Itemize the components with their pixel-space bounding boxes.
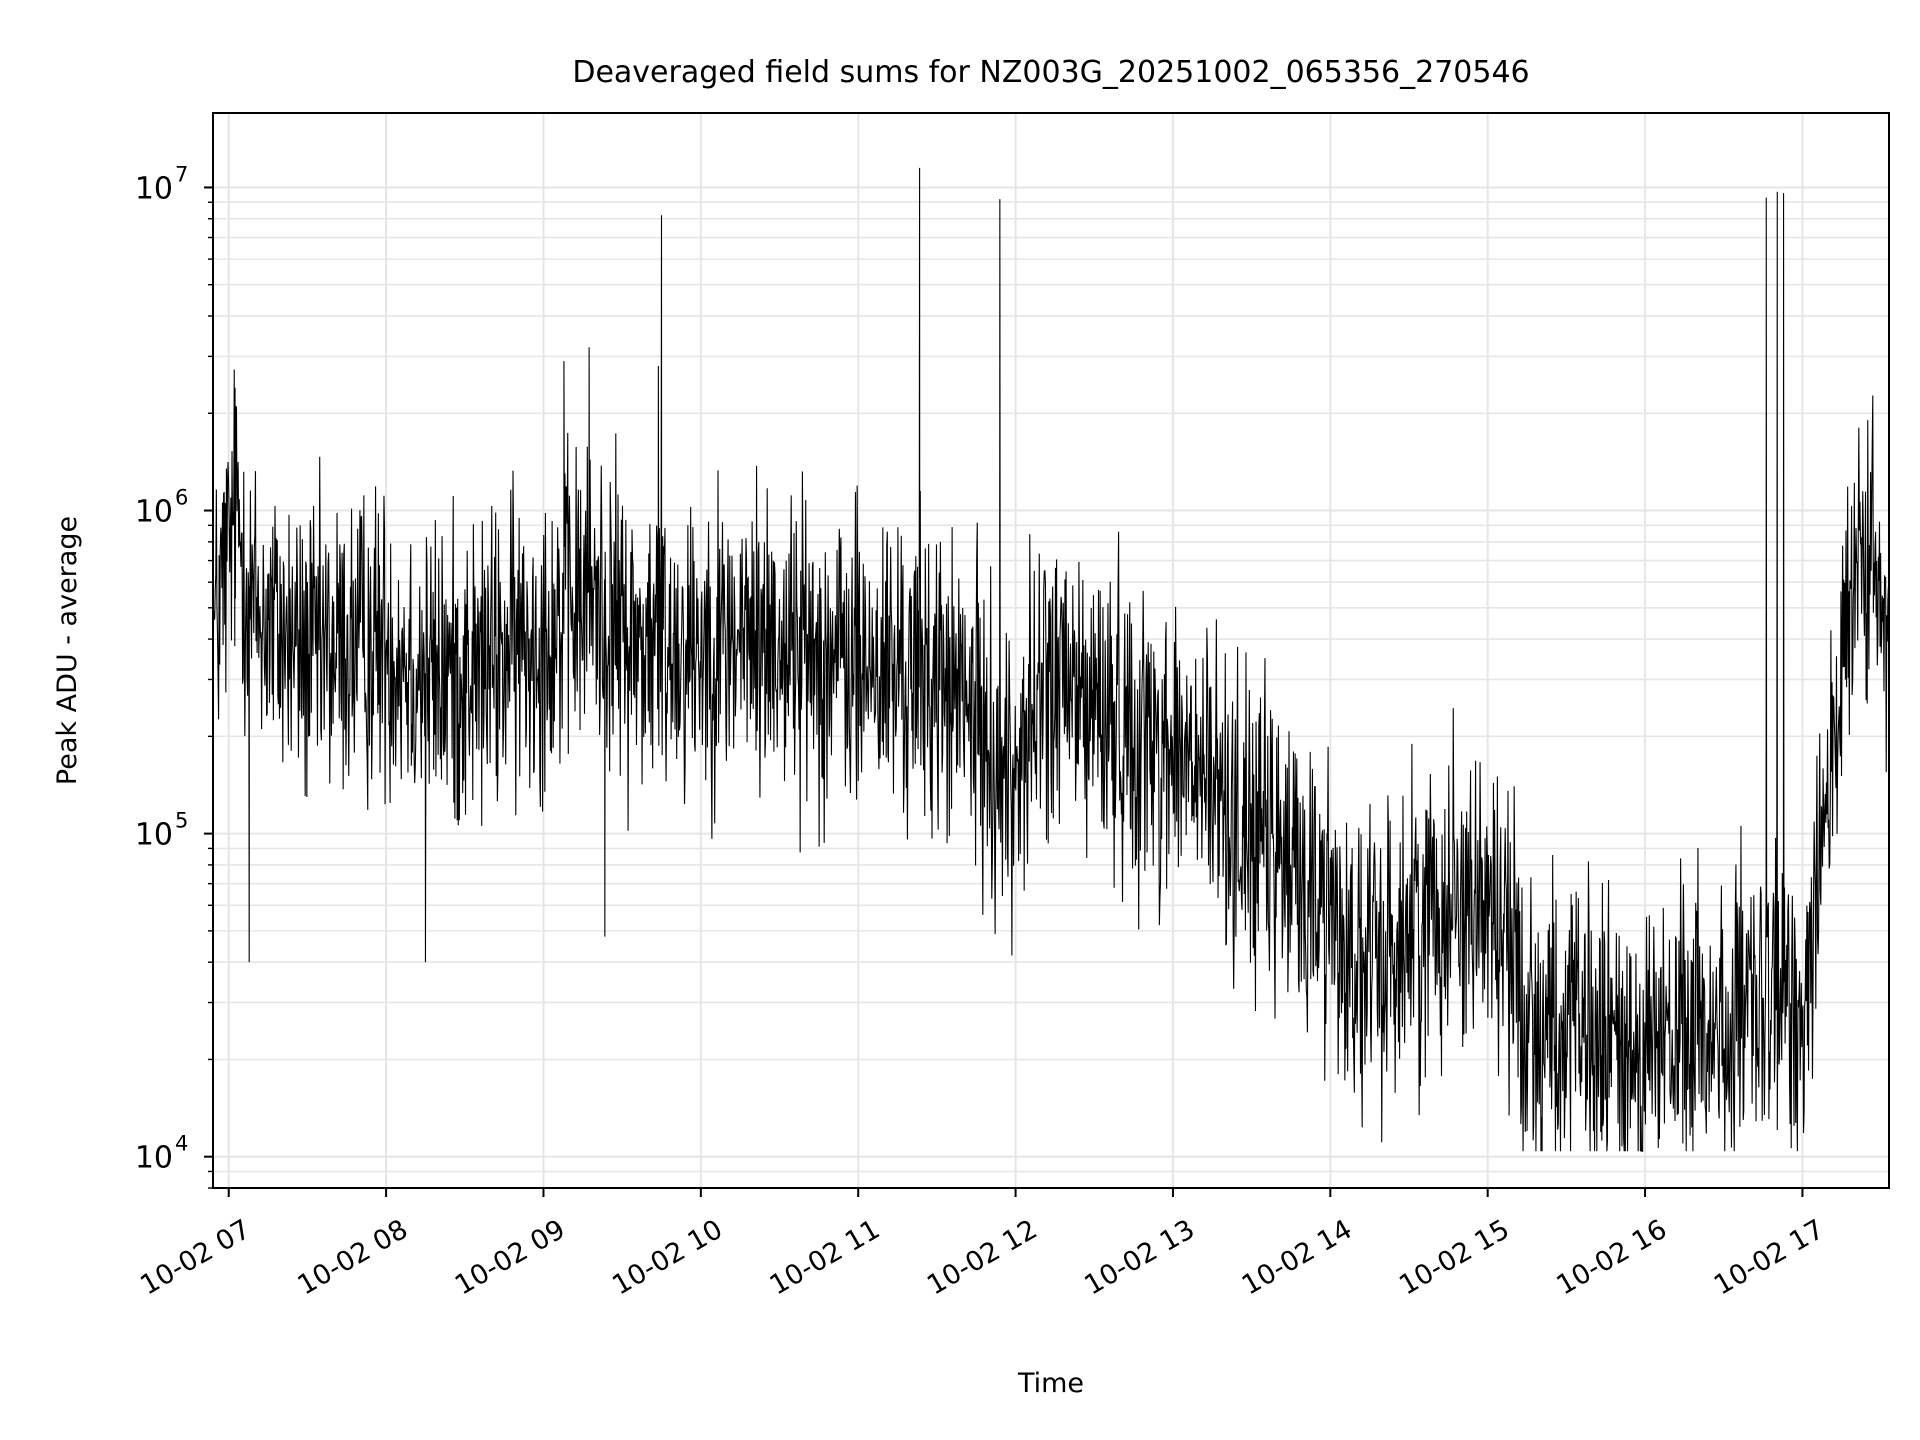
- chart-title: Deaveraged field sums for NZ003G_2025100…: [572, 55, 1529, 90]
- plot-frame: [212, 112, 1890, 1189]
- series-group: [212, 167, 1890, 1152]
- y-tick-exponent: 4: [175, 1132, 188, 1156]
- y-axis-label: Peak ADU - average: [52, 516, 83, 785]
- grid: [213, 113, 1889, 1189]
- y-tick-exponent: 5: [175, 809, 188, 833]
- y-tick-exponent: 7: [175, 162, 188, 186]
- series-line: [212, 167, 1890, 1152]
- y-tick-label: 10: [135, 1141, 173, 1176]
- y-tick-label: 10: [135, 495, 173, 530]
- x-axis-label: Time: [1017, 1368, 1084, 1399]
- y-tick-exponent: 6: [175, 486, 188, 510]
- y-tick-label: 10: [135, 171, 173, 206]
- y-tick-label: 10: [135, 818, 173, 853]
